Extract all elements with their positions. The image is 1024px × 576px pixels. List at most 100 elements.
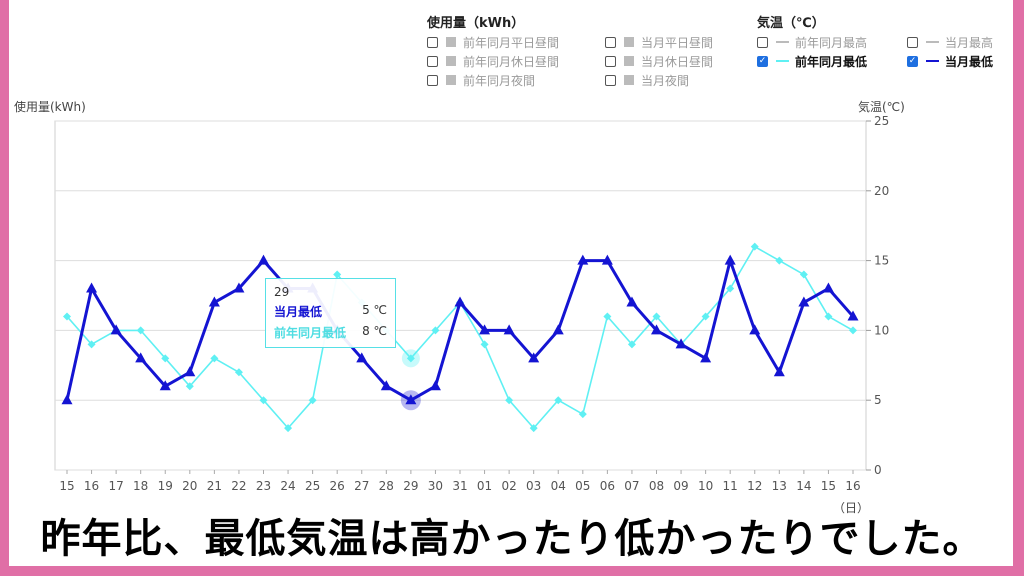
data-point-diamond <box>849 326 857 335</box>
data-point-diamond <box>406 354 415 363</box>
legend-cur-max[interactable]: 当月最高 <box>907 33 993 51</box>
subtitle-caption: 昨年比、最低気温は高かったり低かったりでした。 <box>40 516 984 562</box>
data-point-diamond <box>775 256 784 265</box>
data-point-triangle <box>822 282 834 293</box>
x-tick-label: 04 <box>551 479 566 493</box>
data-point-triangle <box>773 366 785 377</box>
data-point-triangle <box>356 352 368 363</box>
checkbox[interactable] <box>427 74 438 86</box>
y-tick-label: 0 <box>874 463 882 477</box>
data-point-triangle <box>479 324 491 335</box>
x-tick-label: 21 <box>207 479 222 493</box>
legend-label: 当月最低 <box>945 54 994 69</box>
legend-prev-max[interactable]: 前年同月最高 <box>757 33 867 51</box>
x-tick-label: 15 <box>821 479 836 493</box>
data-point-triangle <box>847 310 859 321</box>
legend-prev-weekday-day[interactable]: 前年同月平日昼間 <box>427 33 559 51</box>
tooltip-row-current: 当月最低 5 ℃ <box>274 303 387 320</box>
legend-cur-holiday-day[interactable]: 当月休日昼間 <box>605 52 713 70</box>
data-point-diamond <box>505 396 514 405</box>
checkbox[interactable] <box>605 55 616 67</box>
checkbox[interactable] <box>427 36 438 48</box>
x-tick-label: 20 <box>182 479 197 493</box>
legend-prev-holiday-day[interactable]: 前年同月休日昼間 <box>427 52 559 70</box>
legend-prev-night[interactable]: 前年同月夜間 <box>427 71 535 89</box>
data-point-triangle <box>135 352 147 363</box>
square-swatch-icon <box>624 75 634 85</box>
data-point-diamond <box>750 242 759 251</box>
data-point-triangle <box>208 296 220 307</box>
legend-cur-night[interactable]: 当月夜間 <box>605 71 689 89</box>
y-tick-label: 10 <box>874 323 889 337</box>
data-point-triangle <box>724 254 736 265</box>
tooltip-row-prev: 前年同月最低 8 ℃ <box>274 324 387 341</box>
data-point-diamond <box>210 354 219 363</box>
chart-frame <box>9 0 1013 566</box>
legend-cur-weekday-day[interactable]: 当月平日昼間 <box>605 33 713 51</box>
x-tick-label: 29 <box>403 479 418 493</box>
x-tick-label: 16 <box>84 479 99 493</box>
legend-label: 前年同月休日昼間 <box>463 54 560 69</box>
checkbox[interactable] <box>907 36 918 48</box>
plot-area <box>54 120 867 471</box>
legend-prev-min[interactable]: ✓ 前年同月最低 <box>757 52 867 70</box>
x-tick-label: 28 <box>379 479 394 493</box>
x-tick-label: 22 <box>231 479 246 493</box>
checkbox[interactable] <box>427 55 438 67</box>
checkbox-checked[interactable]: ✓ <box>757 55 768 67</box>
legend-cur-min[interactable]: ✓ 当月最低 <box>907 52 993 70</box>
tooltip-value: 5 ℃ <box>362 303 387 317</box>
data-point-diamond <box>161 354 170 363</box>
data-point-triangle <box>454 296 466 307</box>
data-point-diamond <box>185 382 194 391</box>
legend-label: 当月最高 <box>945 35 994 50</box>
data-point-diamond <box>824 312 833 321</box>
data-point-triangle <box>528 352 540 363</box>
square-swatch-icon <box>624 56 634 66</box>
data-point-diamond <box>529 424 538 433</box>
checkbox[interactable] <box>605 36 616 48</box>
x-tick-label: 15 <box>59 479 74 493</box>
data-point-diamond <box>701 312 710 321</box>
legend-label: 前年同月最高 <box>795 35 868 50</box>
x-tick-label: 26 <box>330 479 345 493</box>
checkbox[interactable] <box>757 36 768 48</box>
x-tick-label: 23 <box>256 479 271 493</box>
checkbox-checked[interactable]: ✓ <box>907 55 918 67</box>
data-point-diamond <box>308 396 317 405</box>
data-point-diamond <box>603 312 612 321</box>
legend-label: 当月夜間 <box>641 73 690 88</box>
data-point-diamond <box>284 424 293 433</box>
x-tick-label: 12 <box>747 479 762 493</box>
y-tick-label: 15 <box>874 254 889 268</box>
data-point-triangle <box>749 324 761 335</box>
left-axis-title: 使用量(kWh) <box>14 100 86 114</box>
x-tick-label: 08 <box>649 479 664 493</box>
x-tick-label: 14 <box>796 479 811 493</box>
legend-label: 当月休日昼間 <box>641 54 714 69</box>
x-tick-label: 24 <box>280 479 295 493</box>
y-tick-label: 25 <box>874 114 889 128</box>
legend-label: 当月平日昼間 <box>641 35 714 50</box>
right-axis-title: 気温(℃) <box>858 100 905 114</box>
legend-label: 前年同月最低 <box>795 54 868 69</box>
data-point-triangle <box>233 282 245 293</box>
x-tick-label: 17 <box>108 479 123 493</box>
x-tick-label: 31 <box>452 479 467 493</box>
data-point-diamond <box>578 410 587 419</box>
data-point-triangle <box>651 324 662 335</box>
data-point-diamond <box>234 368 243 377</box>
checkbox[interactable] <box>605 74 616 86</box>
line-swatch-icon <box>926 60 939 62</box>
legend-label: 前年同月夜間 <box>463 73 536 88</box>
x-tick-label: 09 <box>673 479 688 493</box>
data-point-triangle <box>552 324 564 335</box>
tooltip-label: 当月最低 <box>274 305 323 319</box>
usage-legend-title: 使用量（kWh） <box>427 16 525 31</box>
data-point-diamond <box>554 396 563 405</box>
data-point-diamond <box>480 340 489 349</box>
line-swatch-icon <box>776 60 789 62</box>
chart-tooltip: 29 当月最低 5 ℃ 前年同月最低 8 ℃ <box>265 278 396 348</box>
tooltip-value: 8 ℃ <box>362 324 387 338</box>
